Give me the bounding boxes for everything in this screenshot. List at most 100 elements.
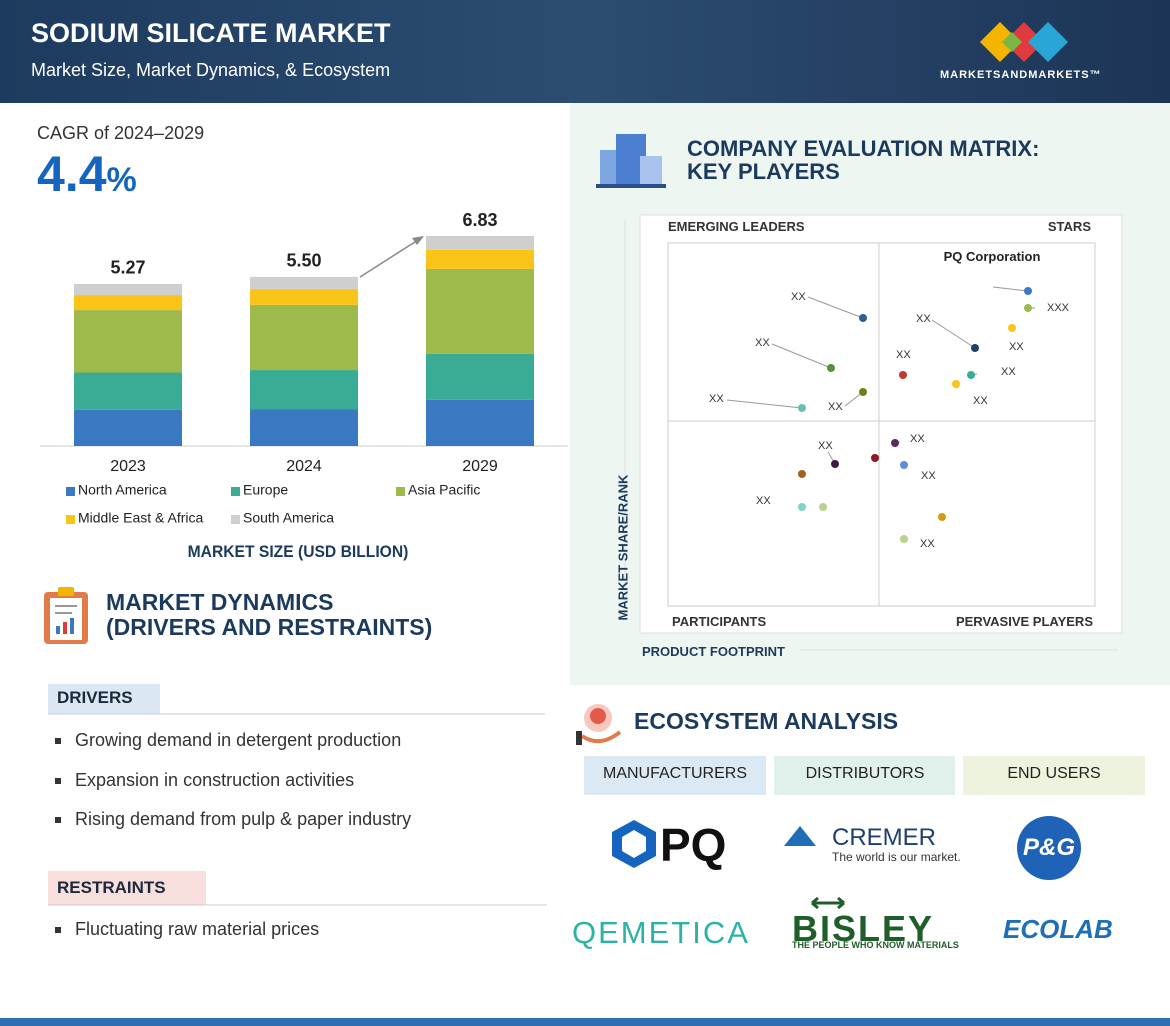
company-label: XX <box>828 401 843 413</box>
company-label: XX <box>921 470 936 482</box>
restraints-tab <box>48 871 206 905</box>
matrix-plot <box>667 242 1096 607</box>
company-label: XX <box>916 313 931 325</box>
drivers-tab <box>48 684 160 714</box>
column-header: DISTRIBUTORS <box>805 765 925 782</box>
bar-segment <box>74 409 182 446</box>
bar-segment <box>426 236 534 250</box>
pq-logo <box>612 820 656 868</box>
bar-segment <box>74 283 182 296</box>
header-bg <box>0 0 1170 103</box>
subtitle: Market Size, Market Dynamics, & Ecosyste… <box>31 60 391 80</box>
tab <box>774 756 955 795</box>
tab <box>963 756 1145 795</box>
legend-swatch <box>66 515 75 524</box>
legend-label: North America <box>78 482 167 498</box>
company-dot <box>1024 287 1032 295</box>
column-header: MANUFACTURERS <box>602 765 747 782</box>
company-dot <box>967 371 975 379</box>
company-dot <box>859 314 867 322</box>
bullet <box>55 738 61 744</box>
company-label: XX <box>896 349 911 361</box>
bar-chart: 5.27 2023 5.50 2024 6.83 2029 North America Eur… <box>40 210 568 526</box>
leader-line <box>771 343 832 369</box>
cagr: 4.4% <box>37 145 137 203</box>
total-label: 6.83 <box>462 210 497 230</box>
company-dot <box>827 364 835 372</box>
legend-label: South America <box>243 510 334 526</box>
logo-bisley: BISLEY <box>792 908 935 949</box>
building-icon <box>596 134 666 188</box>
company-label: XXX <box>1047 302 1070 314</box>
list-item: Expansion in construction activities <box>75 770 355 790</box>
x-tick-label: 2029 <box>462 458 498 475</box>
company-label: XX <box>920 538 935 550</box>
bar-segment <box>426 353 534 400</box>
company-dot <box>798 503 806 511</box>
quadrant-label: PERVASIVE PLAYERS <box>955 614 1093 629</box>
company-dot <box>859 388 867 396</box>
bullet <box>55 778 61 784</box>
legend-label: Europe <box>243 482 288 498</box>
company-label: XX <box>910 433 925 445</box>
ecosystem-icon <box>576 704 622 745</box>
company-dot <box>891 439 899 447</box>
logo-pq: PQ <box>660 819 727 871</box>
dynamics-subtitle: (DRIVERS AND RESTRAINTS) <box>106 614 433 640</box>
bullet <box>55 817 61 823</box>
dynamics-title: MARKET DYNAMICS <box>106 589 334 615</box>
company-dot <box>900 535 908 543</box>
dynamics-icon <box>44 587 88 644</box>
company-label: XX <box>755 337 770 349</box>
company-label: XX <box>791 291 806 303</box>
leader-line <box>807 296 864 319</box>
bar-segment <box>250 370 358 410</box>
total-label: 5.50 <box>286 251 321 271</box>
bar-segment <box>74 295 182 311</box>
footer-bar <box>0 1018 1170 1026</box>
legend-swatch <box>396 487 405 496</box>
x-tick-label: 2023 <box>110 458 146 475</box>
cagr-label: CAGR of 2024–2029 <box>37 123 205 143</box>
legend-swatch <box>231 487 240 496</box>
logo-ecolab: ECOLAB <box>1003 914 1113 944</box>
pg-logo <box>1017 816 1081 880</box>
matrix-title: KEY PLAYERS <box>687 159 840 184</box>
list-item: Fluctuating raw material prices <box>75 919 320 939</box>
y-axis-label: MARKET SHARE/RANK <box>615 474 631 621</box>
title: SODIUM SILICATE MARKET <box>31 18 391 48</box>
bar-segment <box>250 409 358 446</box>
logo-cremer-tag: The world is our market. <box>832 850 961 864</box>
company-dot <box>938 513 946 521</box>
bar-segment <box>250 288 358 305</box>
logo-cremer: CREMER <box>832 824 937 851</box>
bullet <box>55 927 61 933</box>
legend-label: Asia Pacific <box>408 482 480 498</box>
ecosystem-title: ECOSYSTEM ANALYSIS <box>634 708 899 734</box>
bar-segment <box>74 310 182 373</box>
company-dot <box>1008 324 1016 332</box>
company-label: XX <box>1009 341 1024 353</box>
arrow-head <box>412 236 424 245</box>
company-dot <box>831 460 839 468</box>
tab <box>584 756 766 795</box>
quadrant-label: EMERGING LEADERS <box>668 219 805 234</box>
x-axis-label: PRODUCT FOOTPRINT <box>642 644 785 659</box>
company-dot <box>971 344 979 352</box>
bar-segment <box>426 249 534 269</box>
bar-segment <box>74 372 182 410</box>
company-dot <box>1024 304 1032 312</box>
company-dot <box>900 461 908 469</box>
chart-label: MARKET SIZE (USD BILLION) <box>187 542 409 561</box>
company-dot <box>819 503 827 511</box>
company-dot <box>899 371 907 379</box>
bisley-icon <box>811 896 845 910</box>
column-header: END USERS <box>1007 765 1101 782</box>
company-dot <box>871 454 879 462</box>
brand-logo <box>980 22 1068 62</box>
legend-swatch <box>231 515 240 524</box>
company-label: PQ Corporation <box>943 249 1041 264</box>
